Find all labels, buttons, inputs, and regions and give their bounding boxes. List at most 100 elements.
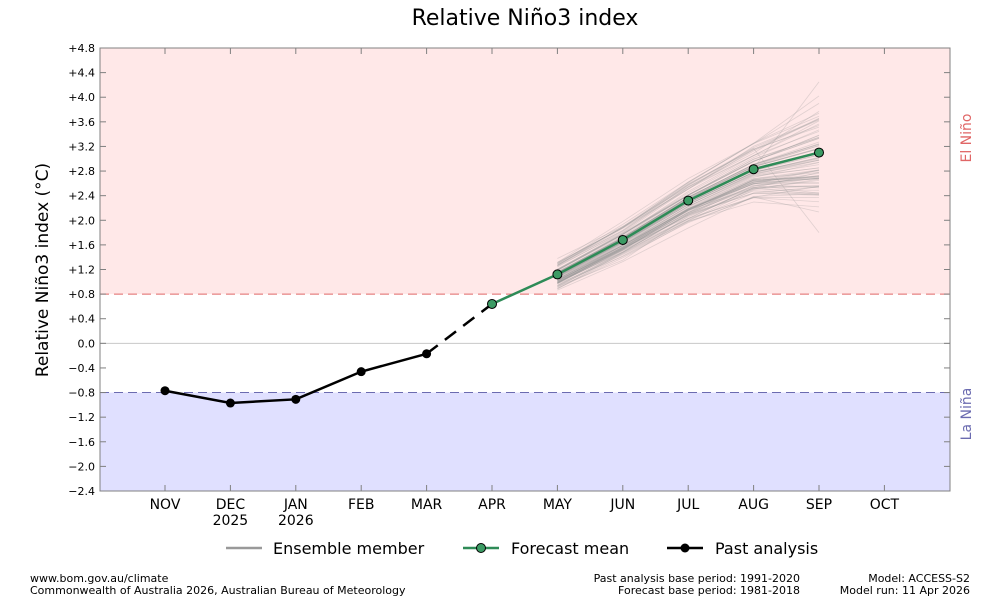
- month-label: SEP: [806, 497, 832, 513]
- ensemble-member-line: [557, 175, 820, 282]
- ensemble-member-line: [557, 178, 820, 281]
- series: [160, 147, 824, 408]
- legend-forecast-label: Forecast mean: [511, 539, 629, 558]
- ensemble-member-line: [557, 179, 820, 283]
- chart-title: Relative Niño3 index: [412, 6, 639, 31]
- ensemble-member-line: [557, 134, 820, 271]
- ensemble-member-line: [557, 178, 820, 280]
- forecast-lead-line: [491, 273, 558, 306]
- ensemble-member-line: [557, 184, 820, 286]
- month-label: MAY: [543, 497, 573, 513]
- ensemble-member-line: [557, 201, 820, 287]
- ensemble-member-line: [557, 118, 820, 265]
- el-nino-label: El Niño: [959, 114, 975, 163]
- y-tick-label: +4.0: [68, 91, 95, 104]
- forecast-mean-point: [748, 164, 759, 175]
- y-tick-label: +3.6: [68, 116, 95, 129]
- year-label: 2025: [213, 513, 249, 529]
- ensemble-member-line: [557, 170, 820, 280]
- ensemble-member-line: [557, 193, 820, 291]
- month-label: JUN: [609, 497, 635, 513]
- footer-past-base: Past analysis base period: 1991-2020: [594, 572, 800, 585]
- year-label: 2026: [278, 513, 314, 529]
- forecast-mean-point: [814, 147, 824, 158]
- y-tick-label: −1.6: [68, 436, 95, 449]
- ensemble-member-line: [557, 119, 820, 266]
- legend-past-label: Past analysis: [715, 539, 818, 558]
- footer-model-run: Model run: 11 Apr 2026: [840, 584, 970, 597]
- forecast-mean-point: [683, 195, 694, 206]
- ensemble-member-line: [557, 183, 820, 282]
- month-label: AUG: [738, 497, 769, 513]
- ensemble-member-line: [557, 126, 820, 265]
- footer: www.bom.gov.au/climate Commonwealth of A…: [30, 572, 970, 597]
- ensemble-member-line: [557, 119, 820, 266]
- ensemble-member-line: [557, 185, 820, 284]
- ensemble-member-line: [557, 169, 820, 280]
- y-tick-label: +4.8: [68, 42, 95, 55]
- la-nina-label: La Niña: [959, 388, 975, 441]
- ensemble-member-line: [557, 189, 820, 287]
- ensemble-member-line: [557, 177, 820, 283]
- ensemble-member-line: [557, 95, 820, 259]
- ensemble-member-line: [557, 147, 820, 266]
- ensemble-member-line: [557, 117, 820, 264]
- y-tick-label: +0.8: [68, 288, 95, 301]
- y-tick-label: −1.2: [68, 411, 95, 424]
- ensemble-member-line: [557, 184, 820, 283]
- ensemble-member-line: [557, 169, 820, 280]
- month-label: OCT: [870, 497, 900, 513]
- y-ticks: +4.8 +4.4 +4.0 +3.6 +3.2 +2.8 +2.4 +2.0 +1.6 +1.2…: [68, 42, 950, 498]
- legend: Ensemble member Forecast mean Past analy…: [226, 539, 818, 558]
- past-analysis-point: [356, 367, 366, 377]
- ensemble-member-line: [557, 178, 820, 282]
- ensemble-member-line: [557, 175, 820, 284]
- y-tick-label: +2.8: [68, 165, 95, 178]
- ensemble-member-line: [557, 135, 820, 270]
- ensemble-member-line: [557, 120, 820, 268]
- ensemble-member-line: [557, 171, 820, 283]
- ensemble-member-line: [557, 169, 820, 282]
- y-tick-label: +0.4: [68, 313, 95, 326]
- footer-copyright: Commonwealth of Australia 2026, Australi…: [30, 584, 406, 597]
- month-label: NOV: [150, 497, 181, 513]
- ensemble-member-line: [557, 103, 820, 265]
- y-tick-label: −2.0: [68, 460, 95, 473]
- el-nino-zone: [100, 48, 950, 295]
- ensemble-member-line: [557, 197, 820, 285]
- ensemble-member-line: [557, 173, 820, 282]
- y-tick-label: −0.8: [68, 387, 95, 400]
- ensemble-member-line: [557, 192, 820, 288]
- ensemble-member-line: [557, 181, 820, 284]
- forecast-mean-point: [487, 298, 497, 309]
- ensemble-member-line: [557, 175, 820, 284]
- ensemble-member-line: [557, 125, 820, 263]
- past-analysis-point: [422, 349, 432, 359]
- ensemble-member-line: [557, 177, 820, 284]
- forecast-mean-point: [552, 269, 563, 280]
- ensemble-member-line: [557, 196, 820, 290]
- ensemble-member-line: [557, 137, 820, 271]
- month-label: DEC: [216, 497, 246, 513]
- past-analysis-point: [291, 394, 301, 404]
- legend-forecast-marker: [476, 543, 486, 553]
- month-label: APR: [478, 497, 506, 513]
- ensemble-member-line: [557, 112, 820, 263]
- month-label: JUL: [676, 497, 699, 513]
- ensemble-member-line: [557, 131, 820, 271]
- ensemble-member-line: [557, 192, 820, 289]
- ensemble-member-line: [557, 190, 820, 288]
- plot-frame: [99, 47, 951, 492]
- y-tick-label: −0.4: [68, 362, 95, 375]
- y-tick-label: +1.6: [68, 239, 95, 252]
- x-ticks: NOV DEC JAN FEB MAR APR MAY JUN JUL AUG SEP OCT 2025…: [150, 48, 900, 529]
- ensemble-member-line: [557, 137, 820, 270]
- legend-ensemble-label: Ensemble member: [273, 539, 425, 558]
- footer-website: www.bom.gov.au/climate: [30, 572, 169, 585]
- ensemble-member-line: [557, 137, 820, 271]
- ensemble-member-line: [557, 111, 820, 266]
- ensemble-member-line: [557, 129, 820, 271]
- past-analysis-point: [160, 386, 170, 396]
- month-label: MAR: [411, 497, 443, 513]
- ensemble-member-line: [557, 115, 820, 263]
